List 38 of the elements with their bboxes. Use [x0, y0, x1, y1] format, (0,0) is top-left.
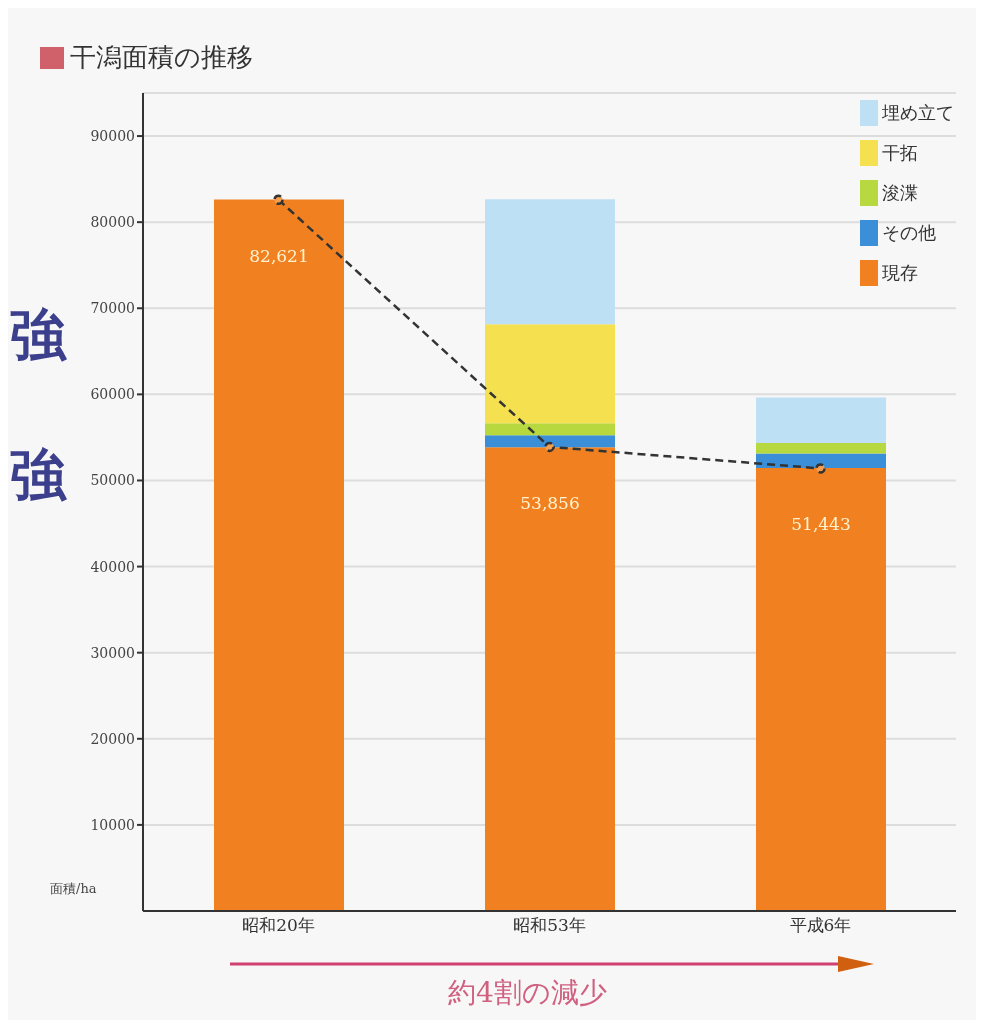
bar [485, 199, 615, 325]
legend-label: 現存 [882, 261, 918, 285]
bar [756, 397, 886, 444]
y-tick-label: 80000 [90, 214, 135, 231]
point [815, 463, 826, 474]
legend-label: 浚渫 [882, 181, 918, 205]
bar [756, 453, 886, 469]
point [544, 441, 555, 453]
data-label: 51,443 [791, 514, 851, 535]
text: 強 [10, 441, 66, 509]
legend-label: 干拓 [882, 141, 918, 165]
y-tick-label: 50000 [90, 472, 135, 489]
bar [485, 435, 615, 448]
data-label: 53,856 [520, 493, 580, 514]
chart-title: 干潟面積の推移 [70, 41, 253, 74]
y-tick-label: 70000 [90, 300, 135, 317]
text: 約4割の減少 [448, 975, 607, 1011]
y-tick-label: 10000 [90, 816, 135, 833]
legend-label: その他 [882, 221, 936, 245]
bar [756, 443, 886, 454]
bar [756, 468, 886, 911]
bar [485, 324, 615, 424]
y-tick-label: 90000 [90, 128, 135, 145]
data-label: 82,621 [249, 245, 309, 266]
legend-label: 埋め立て [882, 101, 954, 125]
y-tick-label: 20000 [90, 730, 135, 747]
y-tick-label: 30000 [90, 644, 135, 661]
y-axis-title: 面積/ha [50, 880, 97, 898]
bar [214, 199, 344, 911]
bar [485, 423, 615, 436]
text: 強 [10, 301, 66, 369]
bar [485, 447, 615, 911]
point [273, 194, 284, 206]
x-tick-label: 平成6年 [789, 915, 852, 936]
y-tick-label: 60000 [90, 386, 135, 403]
x-tick-label: 昭和20年 [242, 915, 315, 936]
y-tick-label: 40000 [90, 558, 135, 575]
x-tick-label: 昭和53年 [513, 915, 586, 936]
